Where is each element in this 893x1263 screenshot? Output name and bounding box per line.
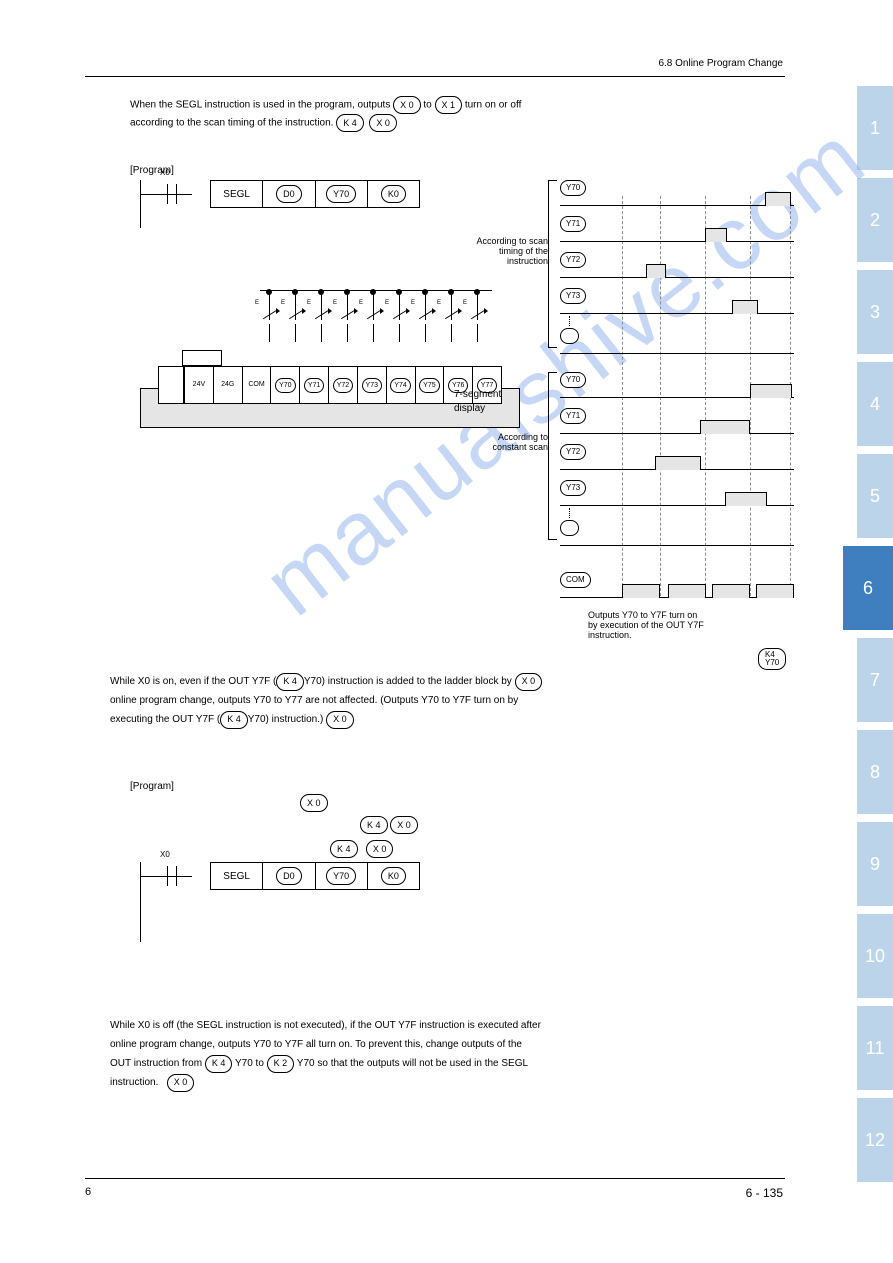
side-tab-11[interactable]: 11 xyxy=(857,1006,893,1090)
header-rule xyxy=(85,76,785,77)
pill-x0: X 0 xyxy=(369,114,397,132)
timing-note-pill: K4 Y70 xyxy=(758,648,786,670)
page: 6.8 Online Program Change 1 2 3 4 5 6 7 … xyxy=(0,0,893,1263)
side-tab-3[interactable]: 3 xyxy=(857,270,893,354)
side-tab-10[interactable]: 10 xyxy=(857,914,893,998)
side-tab-4[interactable]: 4 xyxy=(857,362,893,446)
para-c: While X0 is off (the SEGL instruction is… xyxy=(110,1016,780,1092)
op-k0: K0 xyxy=(381,185,406,203)
contact-label: X0 xyxy=(160,168,170,179)
op-d0: D0 xyxy=(276,185,302,203)
footer-left-code: 6 xyxy=(85,1186,91,1198)
ladder-rung-1: X0 SEGL D0 Y70 K0 xyxy=(140,180,430,228)
ladder-contact-x0 xyxy=(162,184,182,204)
pill-y70: X 0 xyxy=(393,96,421,114)
side-tab-9[interactable]: 9 xyxy=(857,822,893,906)
pill-y77: X 1 xyxy=(435,96,463,114)
header-text: 6.8 Online Program Change xyxy=(658,58,783,69)
para-b: While X0 is on, even if the OUT Y7F (K 4… xyxy=(110,672,780,729)
side-tab-7[interactable]: 7 xyxy=(857,638,893,722)
block-a-intro: When the SEGL instruction is used in the… xyxy=(130,96,770,132)
instr-head: SEGL xyxy=(211,181,262,207)
timing-note: Outputs Y70 to Y7F turn on by execution … xyxy=(588,610,798,640)
ladder-rung-2: X0 SEGL D0 Y70 K0 xyxy=(140,862,430,910)
side-tab-5[interactable]: 5 xyxy=(857,454,893,538)
seven-seg-label: 7-segment display xyxy=(454,388,501,415)
side-tab-12[interactable]: 12 xyxy=(857,1098,893,1182)
pill-k4: K 4 xyxy=(336,114,364,132)
side-tab-2[interactable]: 2 xyxy=(857,178,893,262)
footer-page: 6 - 135 xyxy=(746,1186,783,1200)
program-label-b: [Program] xyxy=(130,780,174,794)
footer-rule xyxy=(85,1178,785,1179)
op-y70: Y70 xyxy=(326,185,356,203)
side-tab-6-active[interactable]: 6 xyxy=(843,546,893,630)
timing-diagram: According to scan timing of the instruct… xyxy=(560,176,794,616)
side-tab-1[interactable]: 1 xyxy=(857,86,893,170)
side-tab-8[interactable]: 8 xyxy=(857,730,893,814)
